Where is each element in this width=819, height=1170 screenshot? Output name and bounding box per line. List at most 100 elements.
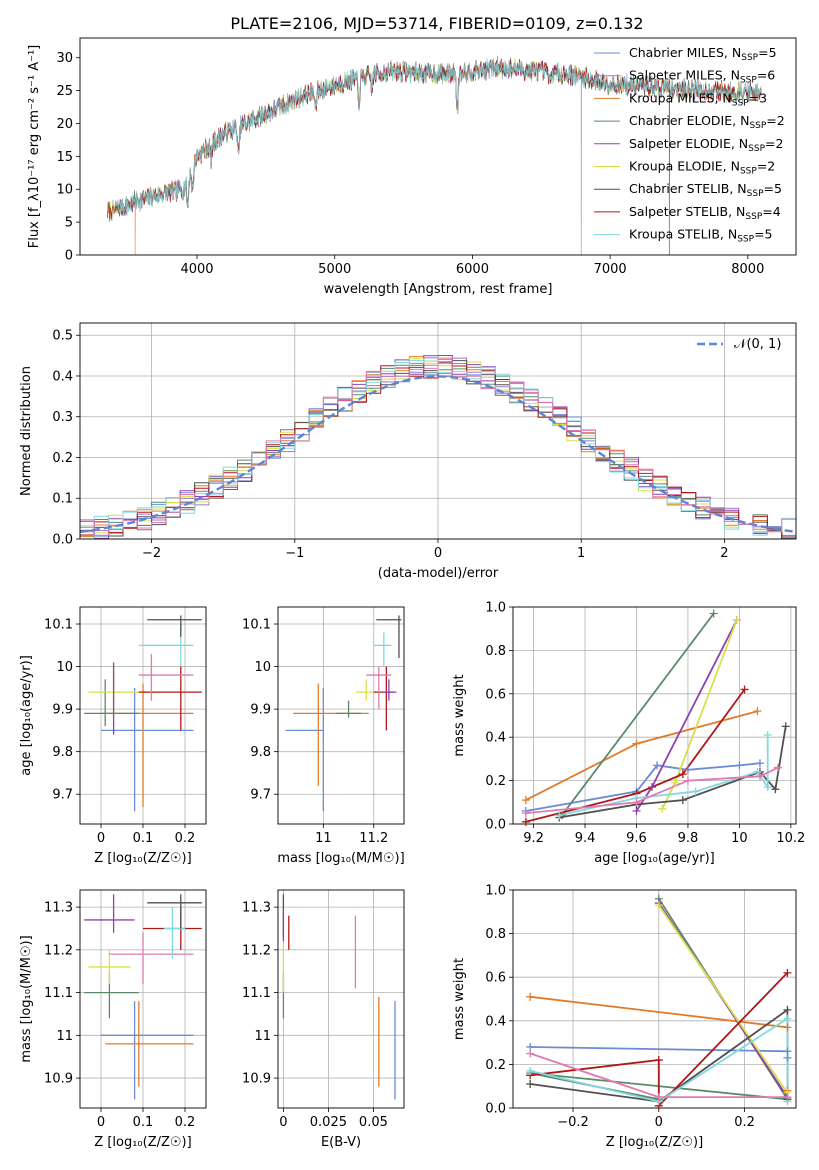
- x-tick-label: 9.8: [678, 831, 699, 846]
- plus-marker: [691, 787, 700, 796]
- plus-marker: [526, 992, 535, 1001]
- legend-entry: Kroupa MILES, NSSP=3: [629, 90, 767, 108]
- x-tick-label: −1: [285, 546, 304, 561]
- y-tick-label: 0.2: [52, 451, 73, 466]
- grid: [513, 606, 796, 825]
- y-axis-label: Normed distribution: [19, 366, 34, 496]
- y-tick-label: 0.8: [485, 644, 506, 659]
- x-tick-label: 10.2: [776, 831, 805, 846]
- y-tick-label: 0.2: [485, 774, 506, 789]
- legend-text: Salpeter MILES, N: [629, 68, 740, 83]
- plus-marker: [526, 1080, 535, 1089]
- ticks: 4000 5000 6000 7000 8000 0 5 10 15 20 25 30: [56, 51, 764, 277]
- errorbar-point: [138, 653, 194, 701]
- legend-tail: =6: [757, 68, 775, 83]
- plus-marker: [753, 767, 762, 776]
- legend-sub: SSP: [737, 235, 754, 245]
- legend-sub: SSP: [749, 121, 766, 131]
- y-tick-label: 10: [254, 660, 271, 675]
- y-axis-label: Flux [f_λ10⁻¹⁷ erg cm⁻² s⁻¹ A⁻¹]: [27, 45, 42, 249]
- x-axis-label: wavelength [Angstrom, rest frame]: [324, 282, 553, 297]
- plus-marker: [632, 739, 641, 748]
- plus-marker: [709, 609, 718, 618]
- y-tick-label: 10: [56, 183, 73, 198]
- plus-marker: [654, 901, 663, 910]
- y-tick-label: 0: [65, 249, 73, 264]
- y-tick-label: 0.4: [485, 1014, 506, 1029]
- y-tick-label: 11.1: [44, 986, 73, 1001]
- y-axis-label: age [log₁₀(age/yr)]: [19, 655, 34, 776]
- legend-text: Kroupa MILES, N: [629, 90, 732, 105]
- legend-sub: SSP: [748, 144, 765, 154]
- y-tick-label: 11: [254, 1029, 271, 1044]
- plus-marker: [783, 1005, 792, 1014]
- plus-marker: [671, 778, 680, 787]
- plus-marker: [555, 811, 564, 820]
- grid: [80, 890, 206, 1108]
- plus-marker: [763, 783, 772, 792]
- x-axis-label: (data-model)/error: [378, 566, 499, 581]
- legend-entry: Salpeter STELIB, NSSP=4: [629, 204, 781, 222]
- y-tick-label: 0.0: [485, 1102, 506, 1117]
- legend-entry: Chabrier STELIB, NSSP=5: [629, 181, 782, 199]
- x-tick-label: 11.2: [359, 831, 388, 846]
- plots-group: 4000 5000 6000 7000 8000051015202530waveleng…: [19, 37, 805, 1150]
- plus-marker: [678, 770, 687, 779]
- axes-spectrum: 4000 5000 6000 7000 8000 0 5 10 15 20 25 30 waveleng…: [27, 37, 797, 297]
- axes-frame: [512, 889, 797, 1109]
- y-tick-label: 11.3: [242, 901, 271, 916]
- gaussian-curve: [80, 375, 796, 534]
- y-tick-label: 20: [56, 117, 73, 132]
- y-tick-label: 9.7: [250, 788, 271, 803]
- axes-mass-vs-Z: 0 0.1 0.2 10.9 11 11.1 11.2 11.3 Z [log₁₀(Z/Z☉)]…: [19, 889, 207, 1150]
- legend-tail: =2: [757, 159, 775, 174]
- plus-marker: [783, 968, 792, 977]
- ticks: 11 11.2 9.7 9.8 9.9 10 10.1: [242, 618, 388, 846]
- legend-text: Chabrier ELODIE, N: [629, 113, 749, 128]
- plus-marker: [735, 761, 744, 770]
- weight-line: [530, 972, 789, 1108]
- figure-title: PLATE=2106, MJD=53714, FIBERID=0109, z=0…: [230, 14, 643, 33]
- axes-frame: [79, 37, 797, 256]
- plot-area: [107, 56, 762, 255]
- x-tick-label: 0.2: [175, 831, 196, 846]
- plus-marker: [521, 796, 530, 805]
- ticks: 0 0.1 0.2 10.9 11 11.1 11.2 11.3: [44, 901, 195, 1130]
- errorbar-point: [373, 666, 394, 731]
- x-axis-label: Z [log₁₀(Z/Z☉)]: [606, 1135, 703, 1150]
- y-tick-label: 0.4: [485, 731, 506, 746]
- y-tick-label: 0.0: [485, 818, 506, 833]
- x-tick-label: −2: [142, 546, 161, 561]
- y-tick-label: 5: [65, 216, 73, 231]
- plot-area: [84, 894, 202, 1100]
- plot-area: [80, 355, 796, 539]
- errorbar-point: [88, 949, 131, 985]
- plot-area: [285, 615, 402, 812]
- x-tick-label: 5000: [318, 262, 351, 277]
- plus-marker: [653, 761, 662, 770]
- axes-age-vs-Z: 0 0.1 0.2 9.7 9.8 9.9 10 10.1 Z [log₁₀(Z/Z☉)] age…: [19, 606, 207, 866]
- y-tick-label: 25: [56, 84, 73, 99]
- spectrum-line: [114, 56, 762, 213]
- x-tick-label: 0.025: [310, 1115, 347, 1130]
- y-tick-label: 9.7: [52, 788, 73, 803]
- x-tick-label: 7000: [594, 262, 627, 277]
- x-tick-label: 0: [97, 831, 105, 846]
- x-tick-label: 0: [434, 546, 442, 561]
- axes-residuals: −2 −1 0 1 2 0.0 0.1 0.2 0.3 0.4 0.5 (data-model)/er…: [19, 322, 797, 581]
- plus-marker: [773, 763, 782, 772]
- axes-frame: [277, 889, 405, 1109]
- legend-sub: SSP: [732, 98, 749, 108]
- ticks: 9.2 9.4 9.6 9.8 10 10.2 0.0 0.2 0.4 0.6 0.8 1.0: [485, 601, 805, 847]
- plus-marker: [783, 1023, 792, 1032]
- x-tick-label: 0.2: [734, 1115, 755, 1130]
- plus-marker: [783, 1093, 792, 1102]
- axes-frame: [512, 606, 797, 825]
- plus-marker: [783, 1014, 792, 1023]
- x-tick-label: −0.2: [557, 1115, 589, 1130]
- plus-marker: [683, 776, 692, 785]
- x-axis-label: E(B-V): [321, 1135, 361, 1150]
- y-tick-label: 10.9: [44, 1072, 73, 1087]
- y-tick-label: 10.1: [242, 618, 271, 633]
- x-tick-label: 9.6: [626, 831, 647, 846]
